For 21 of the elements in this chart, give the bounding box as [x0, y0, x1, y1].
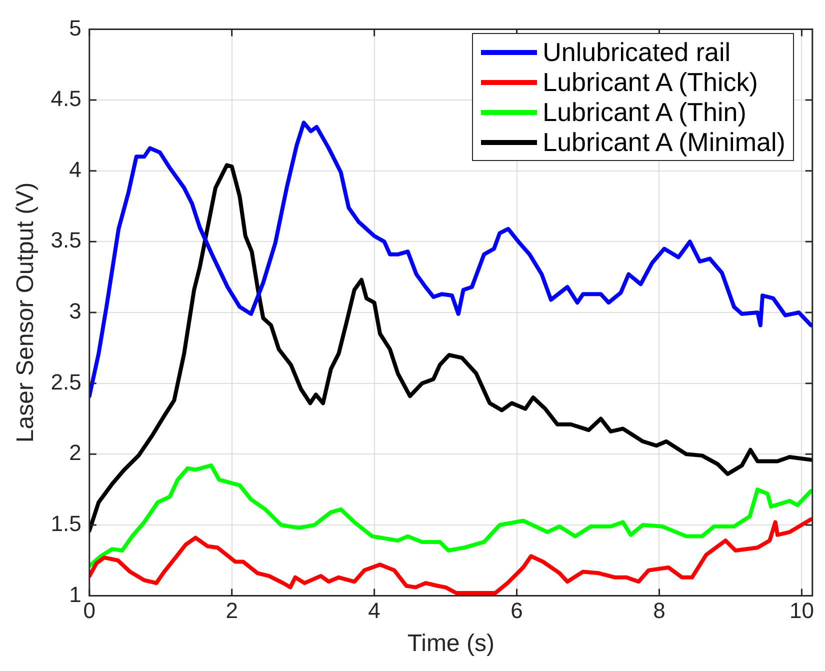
x-tick-label: 6 [510, 598, 523, 624]
legend-label: Lubricant A (Thick) [542, 67, 758, 98]
y-tick-label: 1.5 [50, 511, 82, 536]
y-tick-label: 1 [69, 582, 82, 607]
x-tick-label: 10 [789, 598, 814, 624]
x-tick-label: 2 [226, 598, 238, 624]
y-tick-label: 2.5 [50, 369, 82, 394]
x-axis-title: Time (s) [407, 630, 494, 658]
legend-label: Lubricant A (Minimal) [542, 127, 786, 158]
y-tick-label: 2 [69, 440, 82, 466]
legend-label: Lubricant A (Thin) [542, 97, 746, 128]
y-tick-label: 3 [69, 298, 82, 324]
x-tick-label: 0 [83, 598, 96, 624]
y-tick-label: 5 [69, 15, 82, 40]
y-axis-title: Laser Sensor Output (V) [12, 182, 40, 443]
legend-label: Unlubricated rail [542, 37, 730, 68]
y-tick-label: 4.5 [50, 86, 82, 112]
x-tick-label: 4 [368, 598, 380, 624]
x-tick-label: 8 [653, 598, 666, 624]
y-tick-label: 4 [69, 156, 82, 182]
y-tick-label: 3.5 [50, 228, 82, 253]
